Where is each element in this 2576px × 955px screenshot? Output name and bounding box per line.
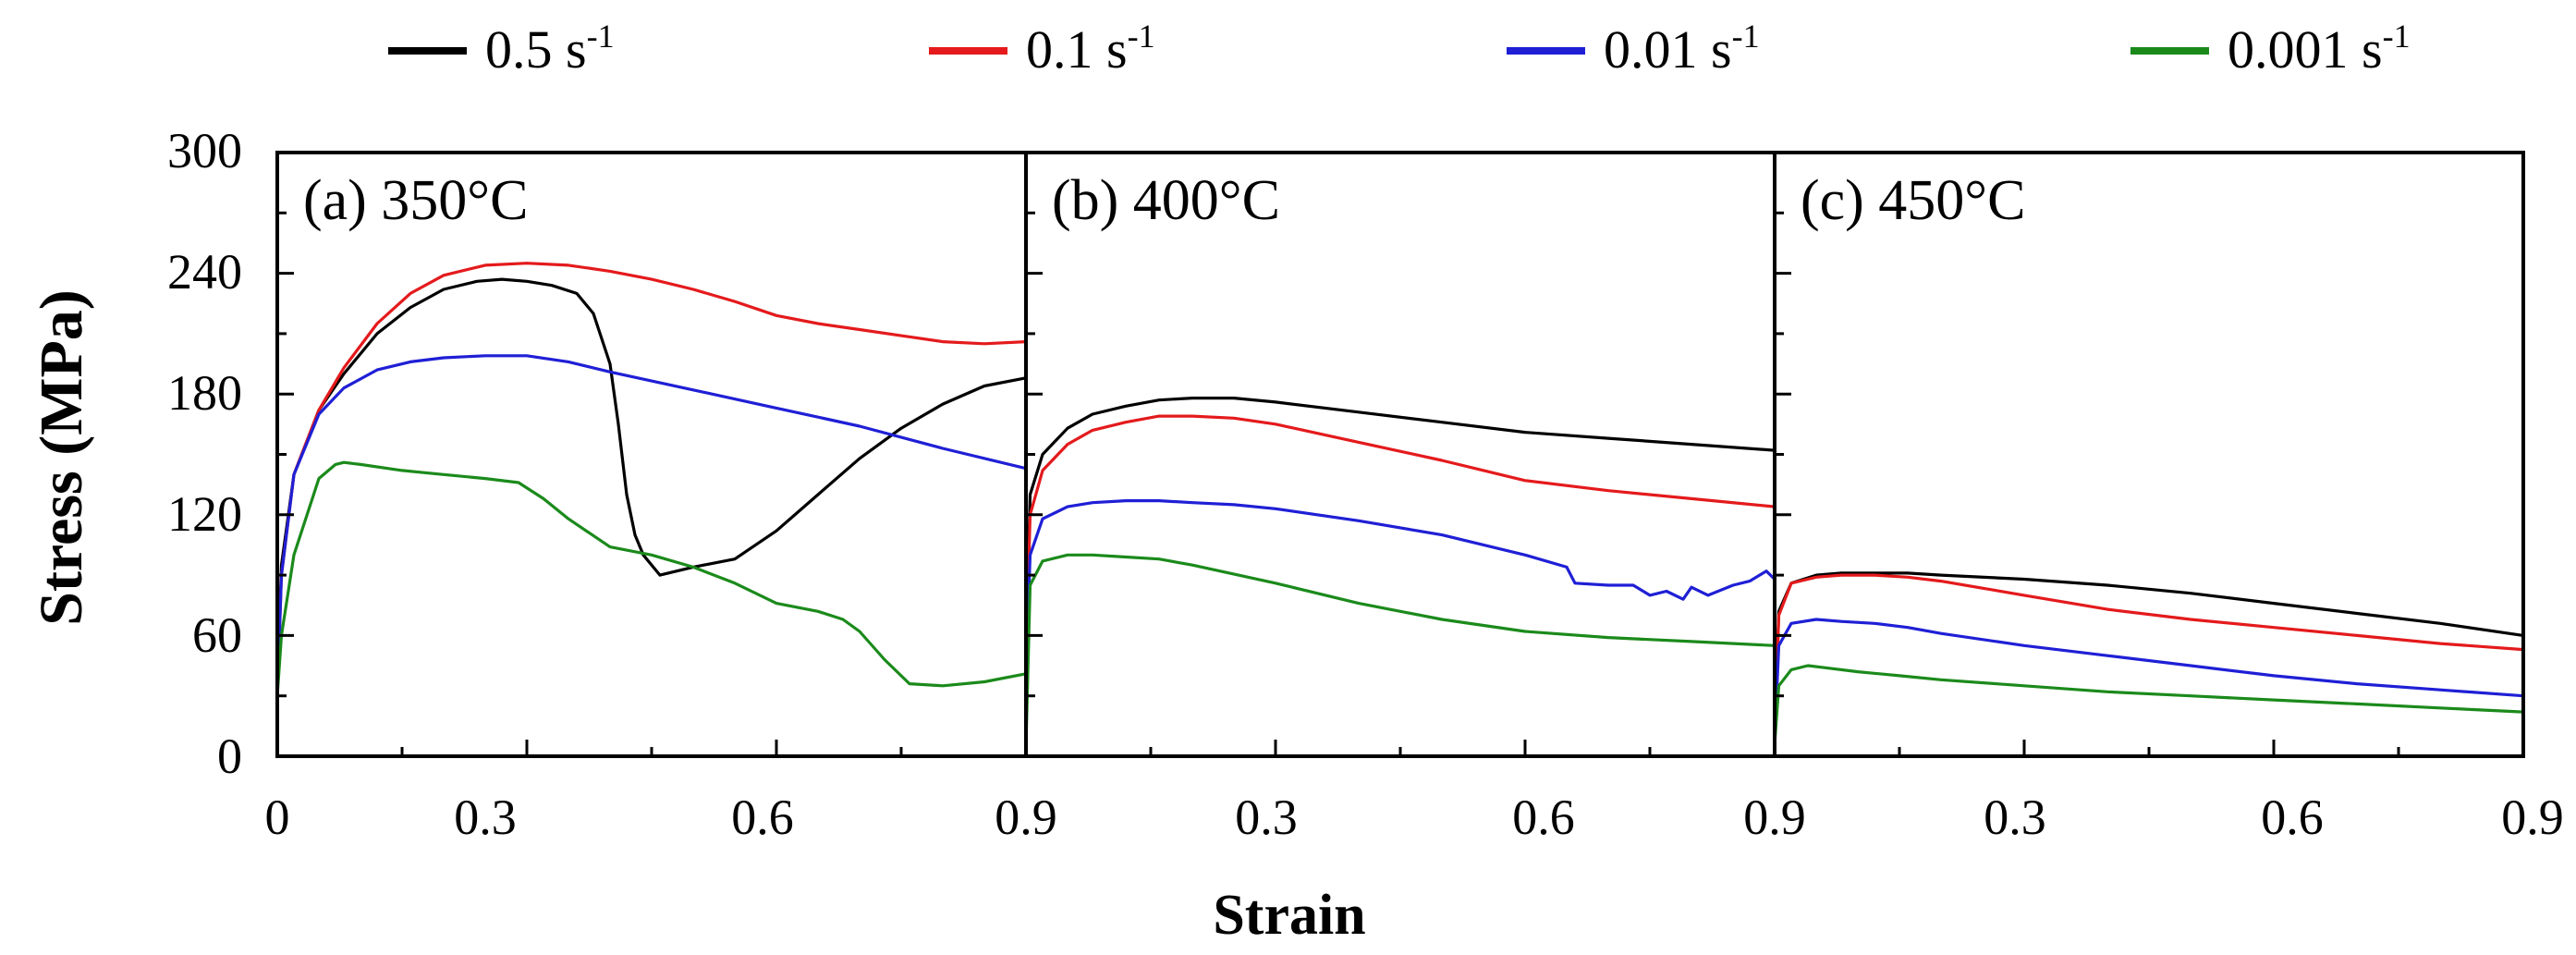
panel-0: (a) 350°C <box>275 151 1028 758</box>
x-tick-c-09: 0.9 <box>2501 790 2564 845</box>
series-line-0-0 <box>275 277 1028 693</box>
y-tick-120: 120 <box>167 486 242 542</box>
series-line-0-1 <box>275 262 1028 698</box>
series-line-2-0 <box>1773 571 2525 738</box>
x-tick-b-09: 0.9 <box>1743 790 1806 845</box>
legend: 0.5 s-1 0.1 s-1 0.01 s-1 0.001 s-1 <box>388 18 2411 80</box>
legend-label-0: 0.5 s-1 <box>485 18 615 80</box>
y-tick-300: 300 <box>167 123 242 178</box>
y-axis-label: Stress (MPa) <box>28 289 95 626</box>
y-tick-0: 0 <box>217 728 242 784</box>
legend-label-1: 0.1 s-1 <box>1026 18 1155 80</box>
panel-frame-2 <box>1773 151 2525 758</box>
series-line-1-3 <box>1024 553 1776 748</box>
panel-1: (b) 400°C <box>1024 151 1776 758</box>
series-line-0-3 <box>275 460 1028 698</box>
series-line-1-0 <box>1024 397 1776 657</box>
x-tick-a-0: 0 <box>265 790 290 845</box>
x-tick-a-06: 0.6 <box>731 790 794 845</box>
series-line-1-1 <box>1024 414 1776 667</box>
panel-frame-1 <box>1024 151 1776 758</box>
x-tick-c-06: 0.6 <box>2261 790 2324 845</box>
panel-title-2: (c) 450°C <box>1801 169 2025 232</box>
x-tick-b-06: 0.6 <box>1512 790 1575 845</box>
x-axis-label: Strain <box>1213 884 1365 947</box>
legend-entry-2: 0.01 s-1 <box>1507 18 1760 80</box>
x-tick-c-03: 0.3 <box>1984 790 2046 845</box>
series-line-2-3 <box>1773 664 2525 746</box>
panels: (a) 350°C (b) 400°C (c) 450°C <box>275 151 2525 758</box>
x-tick-b-03: 0.3 <box>1235 790 1298 845</box>
legend-entry-1: 0.1 s-1 <box>929 18 1155 80</box>
panel-title-0: (a) 350°C <box>303 169 528 232</box>
series-line-2-2 <box>1773 618 2525 742</box>
y-tick-labels: 0 60 120 180 240 300 <box>167 123 242 784</box>
y-tick-180: 180 <box>167 365 242 421</box>
x-tick-a-09: 0.9 <box>995 790 1057 845</box>
series-line-2-1 <box>1773 573 2525 738</box>
legend-label-2: 0.01 s-1 <box>1604 18 1760 80</box>
x-tick-labels: 0 0.3 0.6 0.9 0.3 0.6 0.9 0.3 0.6 0.9 <box>265 790 2564 845</box>
y-tick-240: 240 <box>167 244 242 300</box>
legend-entry-0: 0.5 s-1 <box>388 18 615 80</box>
x-tick-a-03: 0.3 <box>454 790 517 845</box>
legend-entry-3: 0.001 s-1 <box>2130 18 2411 80</box>
legend-label-3: 0.001 s-1 <box>2228 18 2411 80</box>
panel-title-1: (b) 400°C <box>1052 169 1280 232</box>
series-line-1-2 <box>1024 499 1776 678</box>
y-tick-60: 60 <box>192 607 242 663</box>
panel-frame-0 <box>275 151 1028 758</box>
series-line-0-2 <box>275 354 1028 698</box>
panel-2: (c) 450°C <box>1773 151 2525 758</box>
